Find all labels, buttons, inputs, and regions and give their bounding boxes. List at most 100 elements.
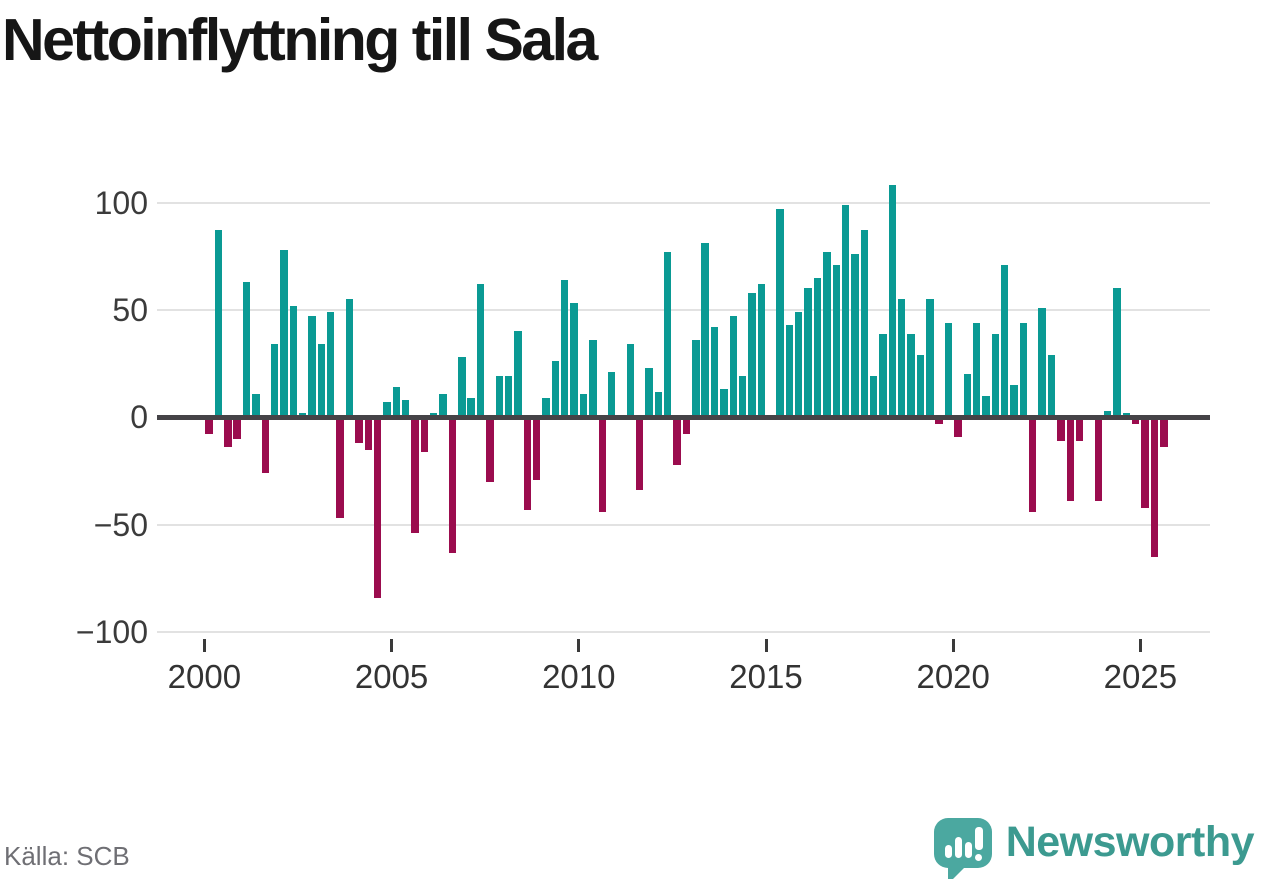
bar-2006Q3: [448, 417, 457, 553]
bar-2007Q4: [495, 376, 503, 418]
bar-2001Q1: [242, 281, 251, 418]
bar-2008Q4: [533, 417, 541, 480]
bar-2014Q3: [748, 292, 756, 418]
bar-2012Q2: [664, 251, 672, 418]
bar-2000Q4: [233, 417, 241, 439]
bar-2006Q4: [458, 357, 466, 418]
bar-2013Q1: [692, 339, 700, 418]
bar-2019Q4: [944, 322, 953, 418]
zero-axis-line: [157, 414, 1210, 420]
bar-2023Q1: [1066, 417, 1074, 502]
x-axis-tick: [951, 639, 955, 652]
bar-2014Q4: [757, 284, 766, 418]
bar-2006Q2: [439, 393, 447, 418]
bar-2024Q4: [1132, 417, 1140, 424]
bar-2015Q4: [795, 312, 803, 418]
bar-2022Q2: [1038, 307, 1046, 418]
x-axis-tick: [577, 639, 581, 652]
bar-2019Q3: [935, 417, 943, 424]
bar-2001Q3: [261, 417, 269, 474]
bar-2021Q4: [1019, 322, 1028, 418]
bar-2002Q4: [308, 316, 316, 418]
chart-title: Nettoinflyttning till Sala: [2, 7, 598, 73]
bar-2013Q3: [710, 327, 719, 418]
bar-2009Q3: [561, 279, 569, 418]
bar-2005Q3: [411, 417, 419, 534]
bar-2003Q2: [327, 312, 335, 418]
bar-2009Q1: [542, 397, 550, 418]
bar-2016Q4: [832, 264, 840, 418]
bar-2011Q3: [635, 417, 644, 491]
bar-2005Q1: [392, 387, 400, 418]
bar-2005Q4: [420, 417, 429, 452]
x-axis-tick: [764, 639, 768, 652]
bar-2023Q4: [1094, 417, 1102, 502]
bar-2024Q2: [1113, 288, 1121, 418]
bar-2001Q4: [270, 344, 279, 418]
bar-2003Q1: [317, 344, 326, 418]
bar-2007Q3: [486, 417, 494, 482]
bar-2003Q4: [345, 299, 354, 418]
newsworthy-bubble-chart-icon: [933, 818, 994, 879]
x-axis-tick: [202, 639, 206, 652]
gridline: [157, 308, 1210, 311]
bar-2004Q4: [383, 402, 391, 418]
bar-2012Q1: [654, 391, 663, 418]
bar-2000Q3: [224, 417, 232, 448]
gridline: [157, 631, 1210, 634]
gridline: [157, 201, 1210, 204]
bar-2004Q1: [355, 417, 363, 444]
source-label: Källa: SCB: [4, 841, 130, 871]
bar-2008Q2: [514, 331, 522, 418]
x-axis-tick-label: 2020: [916, 658, 990, 695]
bar-2012Q4: [682, 417, 691, 435]
x-axis-tick-label: 2025: [1103, 658, 1178, 695]
newsworthy-logo[interactable]: Newsworthy: [933, 812, 1255, 879]
bar-2025Q3: [1160, 417, 1168, 448]
x-axis-tick: [1138, 639, 1142, 652]
bar-2017Q4: [869, 376, 878, 418]
bar-2014Q2: [738, 376, 747, 418]
y-axis-tick-label: 0: [130, 399, 148, 436]
bar-2007Q1: [467, 397, 475, 418]
x-axis-tick-label: 2015: [729, 658, 803, 695]
bar-2019Q1: [916, 355, 925, 418]
bar-2001Q2: [252, 393, 260, 418]
bar-2009Q2: [551, 361, 560, 418]
bar-2009Q4: [570, 303, 578, 418]
bar-2002Q1: [280, 249, 288, 418]
bar-2010Q1: [579, 393, 588, 418]
bar-2025Q1: [1141, 417, 1149, 508]
bar-2016Q1: [804, 288, 812, 418]
y-axis-tick-label: 50: [112, 291, 148, 328]
bar-2008Q3: [523, 417, 532, 510]
bar-2018Q3: [898, 299, 906, 418]
bar-2020Q2: [963, 374, 971, 418]
bar-2021Q1: [991, 333, 1000, 418]
bar-2022Q1: [1029, 417, 1037, 512]
x-axis-tick-label: 2005: [354, 658, 429, 695]
bar-2018Q4: [907, 333, 915, 418]
bar-2008Q1: [504, 376, 513, 418]
bar-2018Q2: [888, 185, 897, 418]
x-axis-tick: [390, 639, 394, 652]
bar-2017Q2: [851, 254, 859, 418]
bar-2022Q4: [1057, 417, 1065, 441]
bar-2014Q1: [729, 316, 737, 418]
bar-2020Q1: [954, 417, 962, 437]
bar-2012Q3: [673, 417, 681, 465]
bar-2004Q3: [373, 417, 382, 598]
gridline: [157, 523, 1210, 526]
bar-2010Q4: [607, 372, 616, 418]
bar-2018Q1: [879, 333, 887, 418]
bar-2011Q4: [645, 367, 653, 418]
bar-2011Q2: [626, 344, 634, 418]
bar-2025Q2: [1150, 417, 1159, 557]
bar-2010Q3: [598, 417, 606, 512]
bar-2015Q2: [776, 208, 784, 418]
bar-2004Q2: [364, 417, 372, 450]
bar-2023Q2: [1075, 417, 1084, 441]
bar-2024Q1: [1103, 410, 1112, 418]
